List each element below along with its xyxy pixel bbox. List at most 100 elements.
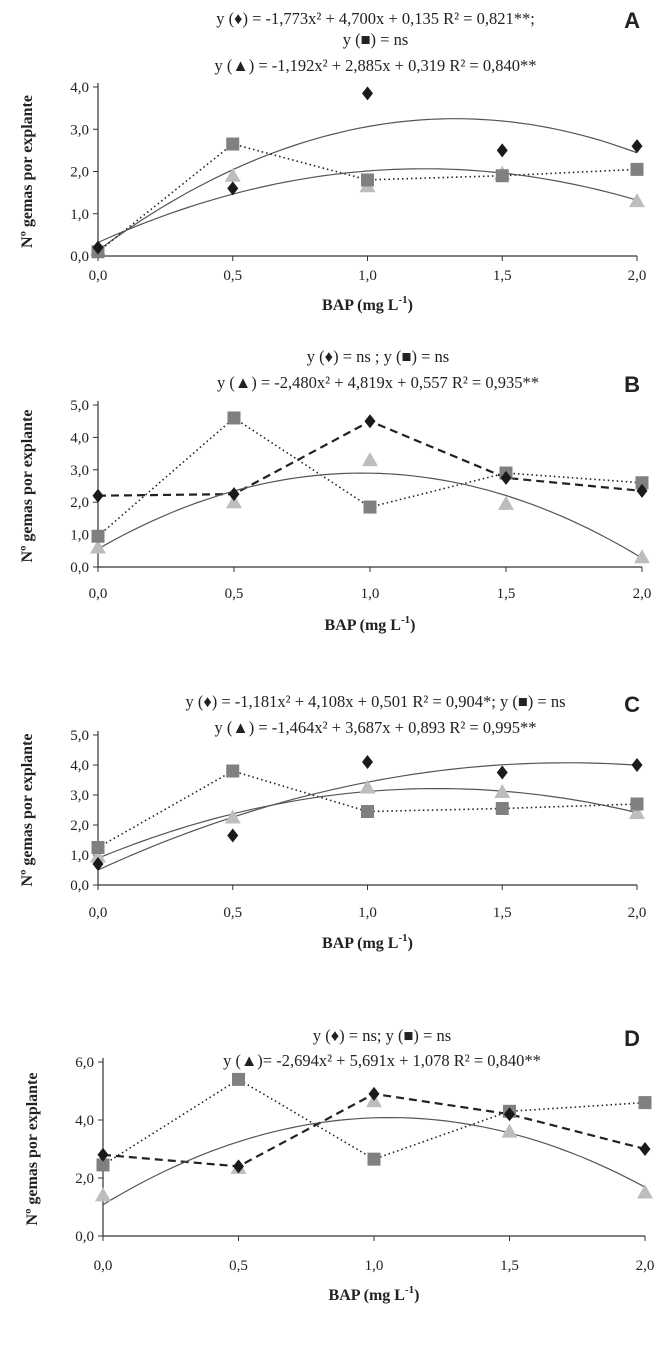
y-axis-label: Nº gemas por explante — [24, 1073, 41, 1226]
y-tick-label: 1,0 — [70, 528, 89, 544]
triangle-point — [90, 848, 106, 863]
x-tick-label: 1,5 — [500, 1258, 519, 1274]
triangle-point — [498, 495, 514, 510]
diamond-point — [92, 488, 104, 503]
equation-line: y (▲) = -1,192x² + 2,885x + 0,319 R² = 0… — [215, 56, 537, 75]
x-axis-label: BAP (mg L-1) — [322, 294, 413, 314]
y-axis-label: Nº gemas por explante — [19, 95, 36, 248]
y-tick-label: 4,0 — [75, 1113, 94, 1129]
y-tick-label: 1,0 — [70, 207, 89, 223]
square-point — [232, 1072, 245, 1086]
diamond-point — [228, 487, 240, 502]
x-tick-label: 2,0 — [636, 1258, 655, 1274]
x-axis-label: BAP (mg L-1) — [329, 1284, 420, 1304]
equation-line: y (♦) = ns; y (■) = ns — [313, 1026, 451, 1045]
y-tick-label: 5,0 — [70, 728, 89, 744]
equation-line: y (♦) = -1,773x² + 4,700x + 0,135 R² = 0… — [216, 9, 535, 28]
x-axis-label: BAP (mg L-1) — [325, 614, 416, 634]
panel-letter: D — [624, 1026, 640, 1051]
y-tick-label: 2,0 — [70, 165, 89, 181]
chart-panel-d: y (♦) = ns; y (■) = ns y (▲)= -2,694x² + … — [24, 1026, 654, 1304]
x-tick-label: 0,0 — [89, 586, 108, 602]
diamond-point — [496, 765, 508, 780]
triangle-fit-curve — [97, 472, 643, 559]
diamond-point — [631, 758, 643, 772]
y-tick-label: 1,0 — [70, 848, 89, 864]
square-point — [91, 529, 105, 543]
equation-line: y (♦) = ns ; y (■) = ns — [307, 347, 449, 366]
x-tick-label: 0,5 — [223, 905, 242, 921]
square-point — [495, 802, 509, 815]
triangle-point — [224, 167, 241, 182]
triangle-fit-curve — [102, 1117, 646, 1206]
triangle-point — [637, 1184, 653, 1199]
y-tick-label: 6,0 — [75, 1055, 94, 1071]
triangle-point — [226, 494, 242, 509]
y-tick-label: 4,0 — [70, 430, 89, 446]
diamond-point — [92, 857, 104, 871]
triangle-point — [629, 193, 645, 208]
triangle-point — [501, 1123, 518, 1138]
diamond-point — [364, 414, 376, 429]
triangle-point — [494, 784, 511, 798]
equation-line: y (▲) = -1,464x² + 3,687x + 0,893 R² = 0… — [215, 718, 537, 737]
diamond-point — [362, 755, 373, 769]
triangle-fit-curve — [97, 788, 638, 859]
panel-letter: C — [624, 692, 640, 717]
x-tick-label: 2,0 — [633, 586, 652, 602]
triangle-point — [95, 1187, 111, 1202]
square-point — [638, 1096, 652, 1110]
equation-line: y (♦) = -1,181x² + 4,108x + 0,501 R² = 0… — [185, 692, 565, 711]
diamond-point — [639, 1142, 651, 1156]
x-tick-label: 1,5 — [497, 586, 516, 602]
triangle-point — [629, 805, 645, 819]
x-tick-label: 0,0 — [89, 268, 108, 284]
diamond-point — [227, 181, 239, 196]
equation-line: y (▲)= -2,694x² + 5,691x + 1,078 R² = 0,… — [223, 1051, 541, 1070]
x-tick-label: 0,0 — [89, 905, 108, 921]
triangle-fit-curve — [97, 168, 638, 244]
square-series-line — [97, 143, 638, 253]
y-tick-label: 4,0 — [70, 758, 89, 774]
chart-panel-c: y (♦) = -1,181x² + 4,108x + 0,501 R² = 0… — [19, 692, 646, 952]
y-tick-label: 0,0 — [75, 1229, 94, 1245]
diamond-point — [504, 1107, 515, 1122]
square-point — [630, 797, 644, 811]
y-tick-label: 2,0 — [70, 818, 89, 834]
x-tick-label: 1,0 — [358, 905, 377, 921]
y-tick-label: 3,0 — [70, 463, 89, 479]
triangle-point — [362, 452, 378, 467]
x-tick-label: 1,5 — [493, 268, 512, 284]
panel-letter: B — [624, 372, 640, 397]
diamond-fit-curve — [97, 118, 638, 251]
diamond-point — [92, 240, 104, 255]
triangle-point — [90, 539, 106, 554]
square-point — [226, 764, 240, 778]
square-point — [495, 169, 509, 183]
y-tick-label: 0,0 — [70, 560, 89, 576]
x-tick-label: 1,0 — [361, 586, 380, 602]
square-point — [630, 162, 644, 176]
square-point — [96, 1158, 110, 1172]
y-tick-label: 2,0 — [70, 495, 89, 511]
x-tick-label: 2,0 — [628, 268, 647, 284]
y-tick-label: 3,0 — [70, 788, 89, 804]
triangle-point — [359, 779, 376, 794]
square-point — [361, 173, 374, 187]
equation-line: y (▲) = -2,480x² + 4,819x + 0,557 R² = 0… — [217, 373, 539, 392]
triangle-point — [224, 809, 241, 824]
y-tick-label: 2,0 — [75, 1171, 94, 1187]
diamond-point — [233, 1159, 244, 1174]
triangle-point — [634, 549, 650, 564]
square-point — [226, 137, 240, 151]
y-tick-label: 5,0 — [70, 398, 89, 414]
y-tick-label: 3,0 — [70, 122, 89, 138]
chart-panel-b: y (♦) = ns ; y (■) = ns y (▲) = -2,480x² … — [19, 347, 651, 634]
diamond-point — [631, 139, 643, 154]
diamond-point — [362, 86, 373, 101]
square-point — [227, 411, 241, 425]
square-series-line — [97, 416, 643, 537]
x-tick-label: 1,0 — [365, 1258, 384, 1274]
diamond-point — [227, 828, 239, 843]
